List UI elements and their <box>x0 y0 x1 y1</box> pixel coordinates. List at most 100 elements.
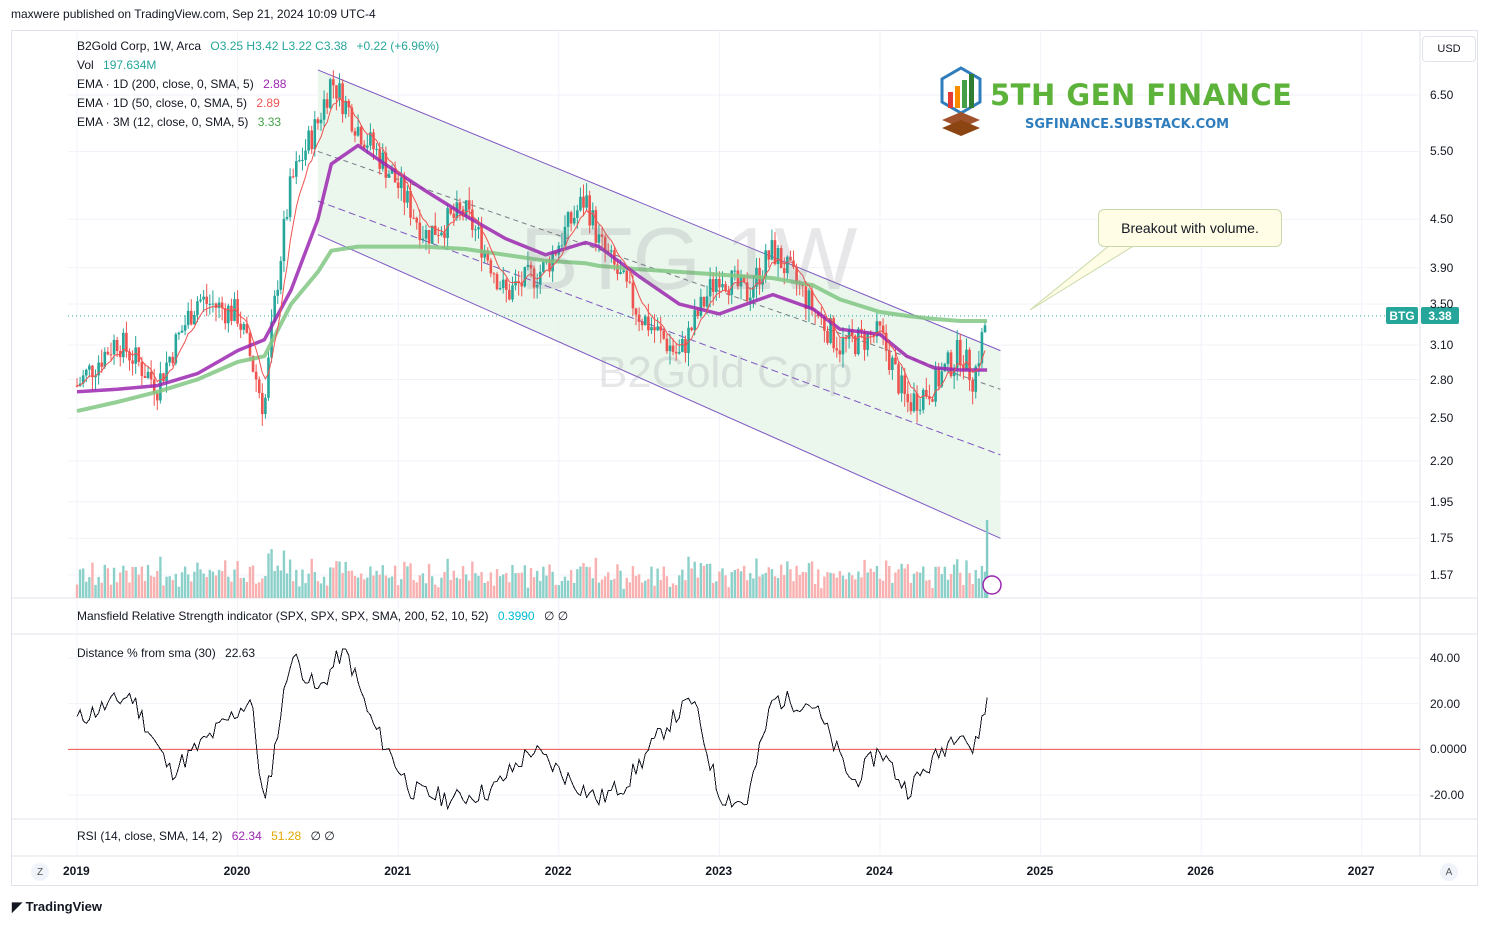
candle[interactable] <box>186 310 190 326</box>
candle[interactable] <box>572 217 576 224</box>
candle[interactable] <box>369 132 372 146</box>
candle[interactable] <box>955 339 959 368</box>
candle[interactable] <box>483 250 486 258</box>
candle[interactable] <box>588 195 591 226</box>
candle[interactable] <box>853 335 857 355</box>
candle[interactable] <box>495 274 499 290</box>
candle[interactable] <box>156 393 159 401</box>
candle[interactable] <box>600 234 604 237</box>
candle[interactable] <box>773 240 777 265</box>
candle[interactable] <box>341 83 344 115</box>
candle[interactable] <box>983 325 987 333</box>
candle[interactable] <box>538 271 542 285</box>
candle[interactable] <box>501 279 505 289</box>
candle[interactable] <box>199 299 202 302</box>
candle[interactable] <box>628 281 632 283</box>
candle[interactable] <box>273 295 276 322</box>
candle[interactable] <box>625 270 629 282</box>
channel-lower-line[interactable] <box>317 234 1001 539</box>
candle[interactable] <box>409 190 412 218</box>
candle[interactable] <box>412 217 415 219</box>
candle[interactable] <box>356 126 360 136</box>
candle[interactable] <box>399 177 403 189</box>
candle[interactable] <box>826 330 829 343</box>
candle[interactable] <box>233 299 236 321</box>
candle[interactable] <box>288 176 292 217</box>
candle[interactable] <box>650 327 653 331</box>
candle[interactable] <box>582 196 585 208</box>
candle[interactable] <box>498 288 502 290</box>
candle[interactable] <box>687 327 690 354</box>
zoom-nav-left[interactable]: Z <box>31 863 49 881</box>
candle[interactable] <box>925 389 928 397</box>
candle[interactable] <box>298 160 301 162</box>
candle[interactable] <box>884 332 888 351</box>
candle[interactable] <box>84 369 88 376</box>
candle[interactable] <box>718 278 721 288</box>
candle[interactable] <box>823 316 826 331</box>
candle[interactable] <box>504 279 508 290</box>
candle[interactable] <box>949 352 953 377</box>
candle[interactable] <box>594 210 598 243</box>
candle[interactable] <box>403 177 406 203</box>
candle[interactable] <box>146 371 150 379</box>
candle[interactable] <box>767 250 771 260</box>
candle[interactable] <box>887 350 891 370</box>
candle[interactable] <box>196 301 199 315</box>
candle[interactable] <box>467 200 471 210</box>
candle[interactable] <box>560 245 564 247</box>
annotation-callout[interactable]: Breakout with volume. <box>1098 209 1282 247</box>
candle[interactable] <box>359 126 363 145</box>
candle[interactable] <box>736 270 740 287</box>
candle[interactable] <box>878 321 882 326</box>
candle[interactable] <box>721 284 724 288</box>
candle[interactable] <box>115 339 119 351</box>
ema-3m-line[interactable] <box>76 244 988 414</box>
candle[interactable] <box>230 305 233 321</box>
candle[interactable] <box>529 264 533 269</box>
candle[interactable] <box>251 355 255 372</box>
candle[interactable] <box>109 354 113 356</box>
candle[interactable] <box>328 79 332 108</box>
candle[interactable] <box>254 371 258 380</box>
candle[interactable] <box>860 328 863 332</box>
candle[interactable] <box>440 232 443 236</box>
candle[interactable] <box>804 286 808 310</box>
candle[interactable] <box>159 373 162 401</box>
candle[interactable] <box>310 130 314 150</box>
candle[interactable] <box>974 366 978 392</box>
candle[interactable] <box>548 260 551 272</box>
candle[interactable] <box>294 161 298 177</box>
candle[interactable] <box>276 289 280 296</box>
candle[interactable] <box>350 107 354 132</box>
candle[interactable] <box>962 365 965 371</box>
candle[interactable] <box>193 314 196 325</box>
candle[interactable] <box>143 376 147 379</box>
candle[interactable] <box>681 339 684 352</box>
candle[interactable] <box>279 261 283 290</box>
candle[interactable] <box>97 362 100 376</box>
candle[interactable] <box>217 302 221 308</box>
candle[interactable] <box>937 368 940 387</box>
candle[interactable] <box>106 351 110 355</box>
candle[interactable] <box>91 365 94 378</box>
candle[interactable] <box>149 371 153 380</box>
candle[interactable] <box>866 332 869 350</box>
candle[interactable] <box>900 375 903 394</box>
candle[interactable] <box>285 216 289 219</box>
candle[interactable] <box>619 272 622 274</box>
candle[interactable] <box>671 345 675 352</box>
candle[interactable] <box>81 375 85 384</box>
candle[interactable] <box>711 279 715 292</box>
candle[interactable] <box>125 332 128 352</box>
candle[interactable] <box>708 279 712 297</box>
candle[interactable] <box>795 267 798 284</box>
candle[interactable] <box>965 349 968 371</box>
candle[interactable] <box>647 316 650 331</box>
candle[interactable] <box>325 99 329 108</box>
candle[interactable] <box>875 321 879 337</box>
candle[interactable] <box>881 325 885 333</box>
candle[interactable] <box>891 357 894 370</box>
candle[interactable] <box>480 227 483 258</box>
candle[interactable] <box>622 270 625 273</box>
